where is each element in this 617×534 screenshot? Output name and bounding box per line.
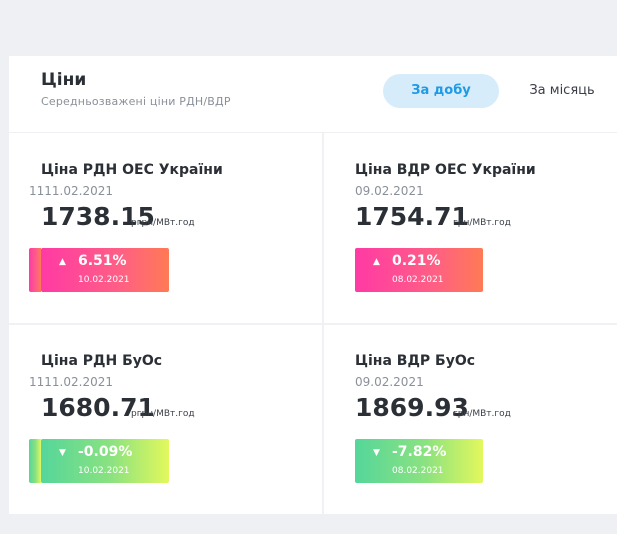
- metric-value: 1754.71: [355, 202, 469, 231]
- badge-edge: [29, 248, 41, 292]
- metric-vdr-oes: Ціна ВДР ОЕС України 09.02.2021 1754.71 …: [355, 162, 617, 342]
- metric-rdn-buos: Ціна РДН БуОс 1111.02.2021 1680.71 pгрн/…: [29, 353, 331, 533]
- metric-date: 1111.02.2021: [29, 184, 113, 198]
- metric-rdn-oes: Ціна РДН ОЕС України 1111.02.2021 1738.1…: [29, 162, 331, 342]
- change-badge: ▲ 6.51% 10.02.2021: [41, 248, 169, 292]
- metric-vdr-buos: Ціна ВДР БуОс 09.02.2021 1869.93 грн/МВт…: [355, 353, 617, 533]
- change-date: 08.02.2021: [392, 466, 444, 476]
- metric-unit: pгрн/МВт.год: [131, 218, 195, 228]
- metric-title: Ціна ВДР ОЕС України: [355, 162, 536, 178]
- horizontal-divider: [9, 323, 617, 325]
- triangle-up-icon: ▲: [373, 257, 380, 267]
- tab-day[interactable]: За добу: [383, 74, 499, 108]
- change-date: 08.02.2021: [392, 275, 444, 285]
- metric-date: 09.02.2021: [355, 184, 424, 198]
- metric-title: Ціна РДН БуОс: [41, 353, 163, 369]
- badge-edge: [29, 439, 41, 483]
- metric-unit: грн/МВт.год: [453, 409, 511, 419]
- metric-value: 1869.93: [355, 393, 469, 422]
- metric-unit: pгрн/МВт.год: [131, 409, 195, 419]
- prices-card: Ціни Середньозважені ціни РДН/ВДР За доб…: [9, 56, 617, 514]
- page-title: Ціни: [41, 70, 87, 90]
- metric-value: 1680.71: [41, 393, 155, 422]
- metric-title: Ціна ВДР БуОс: [355, 353, 476, 369]
- change-date: 10.02.2021: [78, 275, 130, 285]
- change-badge: ▼ -7.82% 08.02.2021: [355, 439, 483, 483]
- triangle-down-icon: ▼: [373, 448, 380, 458]
- triangle-down-icon: ▼: [59, 448, 66, 458]
- metric-unit: грн/МВт.год: [453, 218, 511, 228]
- change-date: 10.02.2021: [78, 466, 130, 476]
- change-percent: 6.51%: [78, 253, 127, 269]
- triangle-up-icon: ▲: [59, 257, 66, 267]
- change-percent: -0.09%: [78, 444, 133, 460]
- change-badge: ▲ 0.21% 08.02.2021: [355, 248, 483, 292]
- metric-date: 09.02.2021: [355, 375, 424, 389]
- tab-month[interactable]: За місяць: [529, 83, 595, 98]
- metric-title: Ціна РДН ОЕС України: [41, 162, 223, 178]
- change-percent: -7.82%: [392, 444, 447, 460]
- page-subtitle: Середньозважені ціни РДН/ВДР: [41, 95, 231, 108]
- metric-date: 1111.02.2021: [29, 375, 113, 389]
- card-header: Ціни Середньозважені ціни РДН/ВДР За доб…: [9, 56, 617, 133]
- change-badge: ▼ -0.09% 10.02.2021: [41, 439, 169, 483]
- metric-value: 1738.15: [41, 202, 155, 231]
- change-percent: 0.21%: [392, 253, 441, 269]
